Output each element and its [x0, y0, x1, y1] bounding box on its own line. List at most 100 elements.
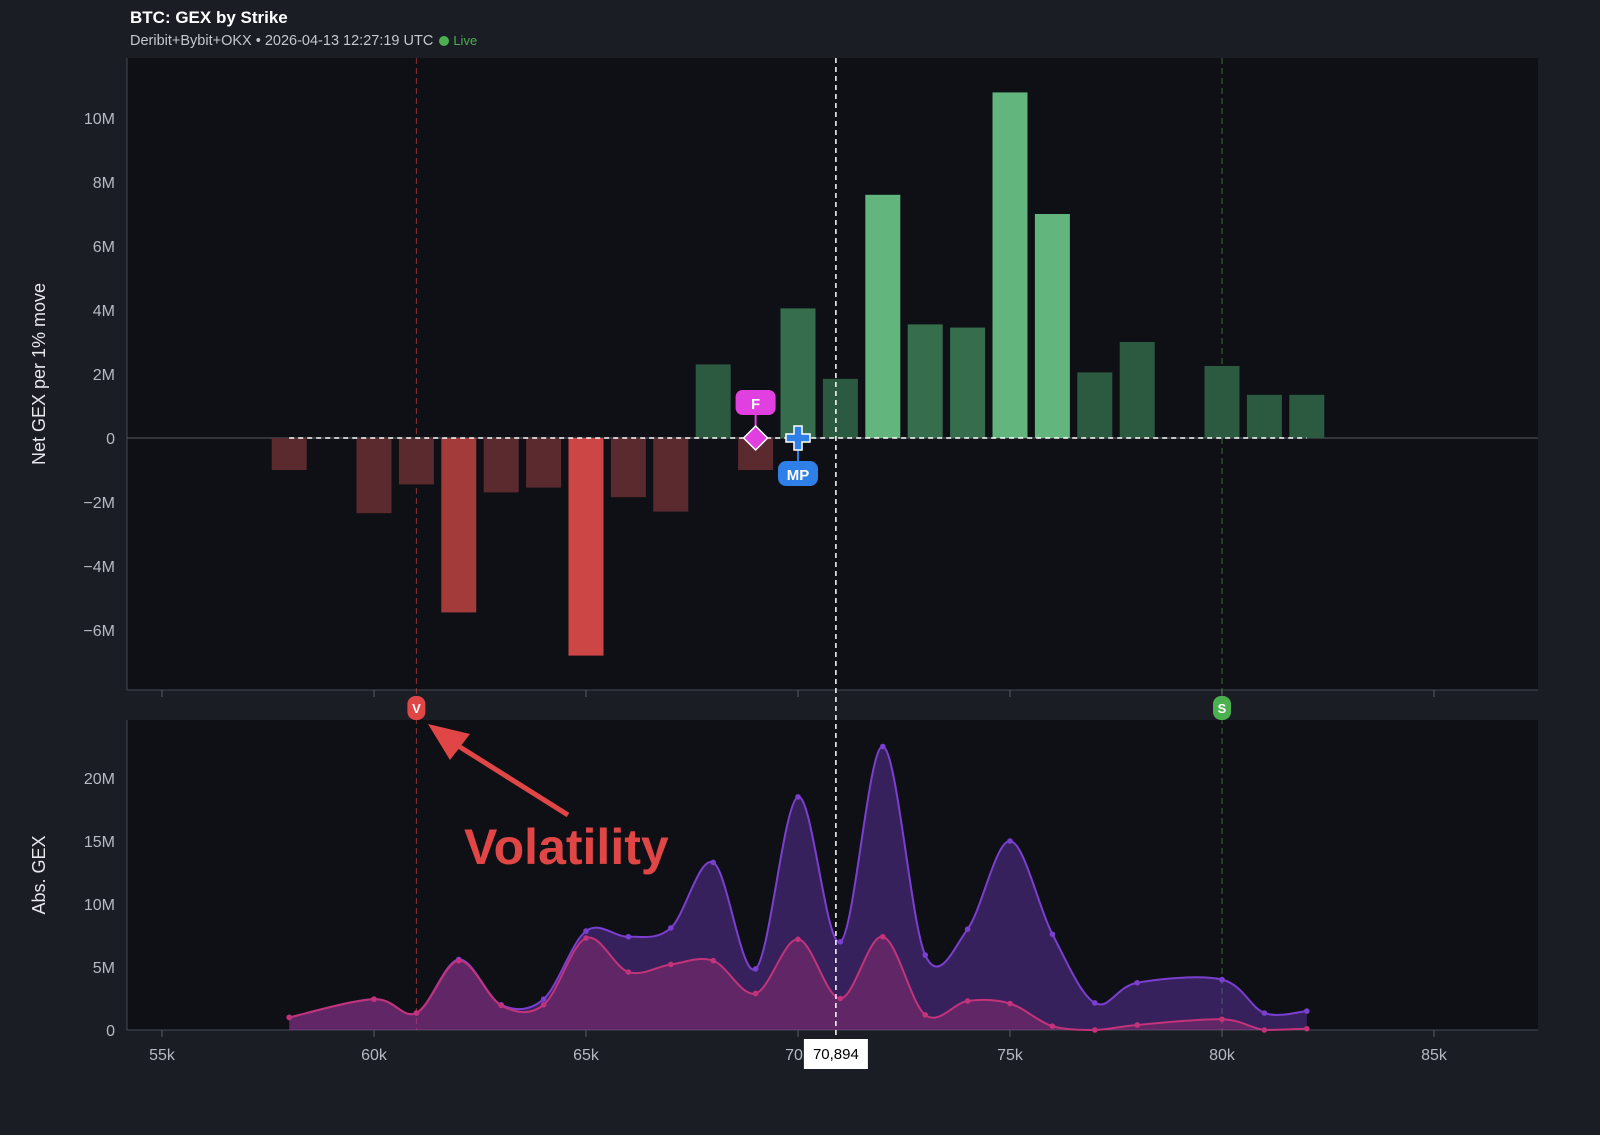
data-point-total — [1304, 1008, 1310, 1014]
y-tick-label: 0 — [106, 1023, 115, 1040]
level-badge-label: V — [412, 701, 421, 716]
cursor-label: 70,894 — [813, 1046, 859, 1063]
x-tick-label: 55k — [149, 1047, 176, 1064]
y-tick-label: 15M — [84, 834, 115, 851]
data-point-calls — [837, 995, 844, 1002]
data-point-calls — [922, 1012, 928, 1018]
gex-bar — [695, 364, 731, 438]
data-point-total — [1092, 1000, 1098, 1006]
y-tick-label: 10M — [84, 111, 115, 128]
max-pain-cross-icon — [785, 425, 811, 451]
data-point-calls — [1092, 1027, 1098, 1033]
data-point-total — [795, 794, 801, 800]
timestamp: 2026-04-13 12:27:19 UTC — [264, 33, 434, 49]
data-point-total — [752, 966, 759, 972]
flip-badge — [735, 390, 776, 415]
gex-bar — [1204, 366, 1240, 438]
area-total — [289, 746, 1307, 1030]
gex-bar — [568, 438, 604, 656]
gex-bar — [271, 438, 307, 470]
gex-bar — [610, 438, 646, 498]
gex-bar — [1077, 372, 1113, 438]
data-point-total — [1261, 1010, 1268, 1016]
data-point-total — [964, 926, 971, 932]
data-point-calls — [1304, 1025, 1310, 1032]
data-point-calls — [371, 996, 377, 1002]
live-status: Live — [453, 33, 478, 48]
data-point-total — [710, 859, 716, 866]
data-point-calls — [964, 998, 971, 1004]
y-tick-label: 0 — [106, 431, 115, 448]
data-point-total — [880, 743, 886, 750]
data-point-calls — [710, 957, 716, 964]
data-point-calls — [583, 935, 589, 941]
gex-bar — [356, 438, 392, 514]
y-tick-label: 10M — [84, 897, 115, 914]
chart-subtitle: Deribit+Bybit+OKX • 2026-04-13 12:27:19 … — [130, 33, 477, 49]
y-axis-title: Net GEX per 1% move — [29, 283, 49, 465]
top-plot-area — [127, 58, 1538, 690]
gex-bar — [483, 438, 519, 493]
annotation-arrow-head-icon — [428, 724, 470, 760]
data-point-calls — [625, 969, 632, 975]
gex-bar — [950, 327, 986, 438]
x-tick-label: 60k — [361, 1047, 388, 1064]
gex-bar — [1034, 214, 1070, 438]
gex-bar — [907, 324, 943, 438]
data-point-calls — [1134, 1022, 1140, 1028]
live-dot-icon — [439, 36, 450, 46]
data-point-total — [540, 996, 547, 1002]
data-point-total — [1219, 976, 1225, 983]
data-point-calls — [413, 1010, 420, 1016]
gex-bar — [653, 438, 689, 512]
separator: • — [255, 33, 261, 49]
data-point-total — [1007, 838, 1013, 844]
data-point-calls — [795, 936, 801, 943]
gex-bar — [822, 378, 858, 438]
data-point-total — [1049, 931, 1056, 938]
y-tick-label: 2M — [93, 367, 115, 384]
y-tick-label: −6M — [83, 623, 115, 640]
data-point-calls — [498, 1002, 505, 1009]
gex-bar — [398, 438, 434, 485]
gex-bar — [441, 438, 477, 613]
data-point-calls — [668, 961, 674, 968]
max-pain-badge — [778, 461, 818, 486]
data-point-calls — [1007, 1000, 1013, 1007]
flip-label: F — [751, 396, 760, 413]
gex-bar — [526, 438, 562, 488]
max-pain-label: MP — [787, 467, 810, 484]
data-point-calls — [1261, 1027, 1268, 1033]
gex-bar — [865, 194, 901, 438]
data-point-calls — [880, 933, 886, 940]
gex-bar — [1119, 342, 1155, 438]
gex-bar — [1289, 394, 1325, 438]
data-source: Deribit+Bybit+OKX — [130, 33, 252, 49]
gex-bar — [992, 92, 1028, 439]
x-tick-label: 80k — [1209, 1047, 1236, 1064]
annotation-arrow-shaft — [450, 739, 570, 818]
bottom-plot-area — [127, 720, 1538, 1030]
data-point-calls — [286, 1014, 293, 1021]
data-point-total — [668, 925, 674, 931]
x-tick-label: 75k — [997, 1047, 1024, 1064]
y-tick-label: −2M — [83, 495, 115, 512]
level-badge-volatility — [407, 696, 426, 720]
cursor-label-box — [803, 1039, 868, 1069]
level-badge-label: S — [1218, 701, 1227, 716]
y-tick-label: 6M — [93, 239, 115, 256]
flip-diamond-icon — [742, 424, 769, 452]
gex-bar — [1246, 394, 1282, 438]
data-point-calls — [752, 990, 759, 997]
data-point-calls — [540, 1002, 547, 1008]
data-point-calls — [1049, 1023, 1056, 1030]
y-tick-label: 20M — [84, 771, 115, 788]
y-tick-label: 8M — [93, 175, 115, 192]
annotation-text: Volatility — [464, 819, 669, 875]
y-tick-label: 4M — [93, 303, 115, 320]
data-point-total — [922, 952, 928, 958]
data-point-total — [625, 933, 632, 940]
data-point-total — [837, 939, 844, 945]
y-tick-label: −4M — [83, 559, 115, 576]
